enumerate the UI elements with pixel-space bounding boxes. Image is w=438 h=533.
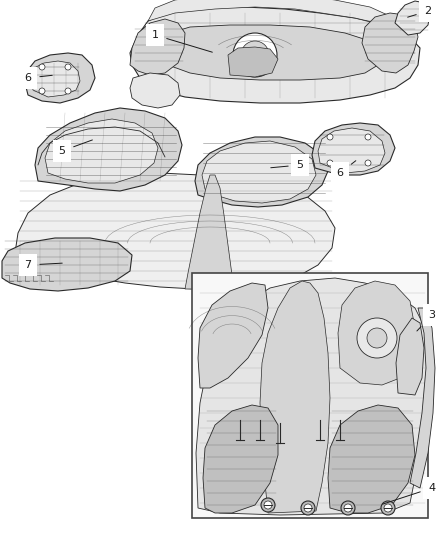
Polygon shape [198, 283, 268, 388]
Text: 2: 2 [408, 6, 431, 17]
Text: 7: 7 [25, 260, 62, 270]
Polygon shape [395, 1, 430, 35]
Polygon shape [25, 53, 95, 103]
Circle shape [304, 504, 312, 512]
Circle shape [233, 33, 277, 77]
Polygon shape [158, 25, 382, 80]
Circle shape [261, 498, 275, 512]
Polygon shape [410, 308, 435, 488]
Circle shape [39, 88, 45, 94]
Polygon shape [31, 61, 80, 97]
Polygon shape [312, 123, 395, 175]
Circle shape [327, 160, 333, 166]
Text: 1: 1 [152, 30, 212, 52]
Text: 4: 4 [383, 483, 435, 504]
Circle shape [367, 328, 387, 348]
Circle shape [264, 501, 272, 509]
Circle shape [65, 88, 71, 94]
FancyBboxPatch shape [192, 273, 428, 518]
Polygon shape [260, 281, 330, 513]
Text: 5: 5 [271, 160, 304, 170]
Polygon shape [202, 141, 316, 203]
Text: 5: 5 [59, 140, 92, 156]
Text: 6: 6 [336, 161, 356, 178]
Circle shape [241, 41, 269, 69]
Text: 3: 3 [417, 310, 435, 331]
Circle shape [365, 134, 371, 140]
Text: 6: 6 [25, 73, 52, 83]
Polygon shape [130, 7, 420, 103]
Polygon shape [196, 278, 428, 515]
Polygon shape [338, 281, 415, 385]
Polygon shape [185, 175, 234, 289]
Polygon shape [130, 73, 180, 108]
Polygon shape [362, 13, 418, 73]
Circle shape [384, 504, 392, 512]
Circle shape [344, 504, 352, 512]
Polygon shape [396, 318, 424, 395]
Polygon shape [35, 108, 182, 191]
Circle shape [301, 501, 315, 515]
Polygon shape [45, 119, 158, 183]
Polygon shape [328, 405, 415, 513]
Polygon shape [228, 47, 278, 77]
Polygon shape [195, 137, 328, 207]
Circle shape [341, 501, 355, 515]
Circle shape [327, 134, 333, 140]
Circle shape [381, 501, 395, 515]
Circle shape [365, 160, 371, 166]
Polygon shape [130, 19, 185, 75]
Polygon shape [318, 128, 385, 173]
Polygon shape [203, 405, 278, 513]
Circle shape [39, 64, 45, 70]
Polygon shape [2, 238, 132, 291]
Polygon shape [148, 0, 400, 28]
Polygon shape [15, 173, 335, 289]
Circle shape [65, 64, 71, 70]
Circle shape [357, 318, 397, 358]
